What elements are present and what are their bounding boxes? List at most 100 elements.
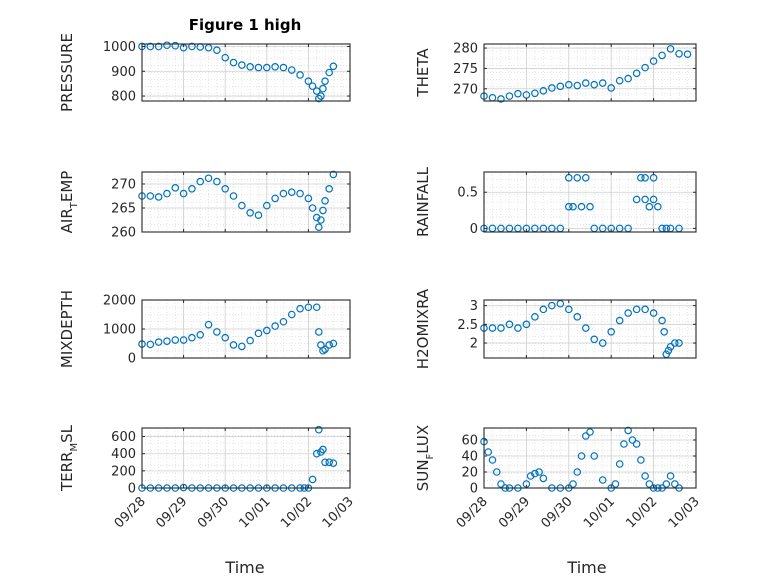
data-point bbox=[497, 95, 505, 103]
data-point bbox=[329, 170, 338, 179]
y-tick-label: 275 bbox=[453, 62, 478, 77]
y-tick-label: 260 bbox=[111, 226, 136, 241]
data-point bbox=[321, 458, 329, 467]
y-tick-label: 0.5 bbox=[457, 186, 478, 201]
y-tick-label: 20 bbox=[461, 466, 478, 481]
data-point bbox=[641, 63, 649, 72]
data-point bbox=[581, 173, 590, 182]
axes-box bbox=[483, 427, 697, 489]
y-axis-label-subscript: F bbox=[425, 453, 436, 459]
data-point bbox=[279, 189, 288, 198]
subplot-2: 270 275 280 THETA bbox=[414, 42, 697, 103]
y-tick-label: 400 bbox=[111, 447, 136, 462]
data-point bbox=[649, 57, 658, 65]
data-point bbox=[620, 440, 628, 448]
data-point bbox=[577, 202, 586, 211]
data-point bbox=[590, 452, 599, 460]
y-tick-label: 0 bbox=[128, 482, 136, 497]
x-axis-label-right: Time bbox=[566, 558, 606, 577]
data-point bbox=[505, 92, 514, 100]
data-point bbox=[590, 80, 599, 89]
data-point bbox=[569, 480, 577, 488]
data-point bbox=[154, 42, 163, 51]
y-axis-label: TERRMSL bbox=[58, 424, 80, 492]
data-point bbox=[262, 201, 271, 210]
y-tick-label: 270 bbox=[453, 82, 478, 97]
data-point bbox=[581, 79, 590, 87]
data-point bbox=[522, 320, 531, 329]
data-point bbox=[321, 197, 329, 205]
x-tick-label: 10/02 bbox=[278, 494, 315, 531]
data-point bbox=[611, 480, 620, 488]
data-point bbox=[308, 204, 317, 212]
data-point bbox=[188, 333, 196, 342]
data-point bbox=[171, 336, 180, 344]
data-point bbox=[163, 41, 171, 50]
x-tick-label: 10/01 bbox=[237, 494, 274, 531]
data-point bbox=[146, 192, 155, 200]
figure-title: Figure 1 high bbox=[189, 16, 302, 34]
data-point bbox=[229, 341, 238, 349]
data-point bbox=[645, 480, 654, 488]
y-axis-label: MIXDEPTH bbox=[58, 290, 76, 368]
data-point bbox=[146, 340, 155, 349]
y-tick-label: 2.5 bbox=[457, 318, 478, 333]
data-point bbox=[221, 185, 230, 193]
data-point bbox=[319, 445, 327, 454]
data-point bbox=[598, 79, 607, 87]
data-point bbox=[229, 58, 238, 67]
subplot-3: 260 265 270 AIRTEMP bbox=[58, 170, 351, 241]
y-tick-label: 270 bbox=[111, 178, 136, 193]
x-tick-label: 10/02 bbox=[623, 494, 660, 531]
subplot-1: 800 900 1000 PRESSURE bbox=[58, 33, 351, 112]
data-point bbox=[539, 87, 548, 95]
data-point bbox=[312, 303, 321, 312]
data-point bbox=[632, 69, 641, 78]
axes-box bbox=[483, 299, 697, 359]
data-point bbox=[577, 452, 586, 460]
data-point bbox=[531, 469, 539, 478]
data-point bbox=[146, 42, 155, 51]
data-point bbox=[246, 63, 254, 71]
data-point bbox=[296, 71, 304, 79]
y-tick-label: 3 bbox=[470, 299, 478, 314]
data-point bbox=[296, 189, 304, 198]
data-point bbox=[314, 328, 323, 336]
data-point bbox=[171, 41, 180, 50]
subplot-5: 0 1000 2000 MIXDEPTH bbox=[58, 290, 351, 368]
axes-box bbox=[141, 171, 351, 233]
data-point bbox=[204, 320, 213, 329]
y-axis-label: SUNFLUX bbox=[414, 425, 436, 491]
data-point bbox=[179, 336, 188, 344]
data-point bbox=[649, 195, 658, 204]
data-point bbox=[312, 87, 321, 95]
data-point bbox=[279, 63, 288, 72]
data-point bbox=[649, 309, 658, 317]
axes-box bbox=[483, 171, 697, 233]
x-tick-label: 09/28 bbox=[112, 494, 149, 531]
y-tick-label: 900 bbox=[111, 65, 136, 80]
data-point bbox=[645, 202, 654, 211]
data-point bbox=[564, 80, 573, 89]
data-point bbox=[526, 472, 535, 480]
data-point bbox=[628, 436, 637, 444]
data-point bbox=[662, 480, 671, 488]
data-point bbox=[556, 82, 565, 91]
data-point bbox=[308, 475, 317, 484]
data-point bbox=[204, 174, 213, 183]
data-point bbox=[304, 303, 313, 312]
data-point bbox=[586, 202, 594, 211]
data-point bbox=[564, 305, 573, 314]
data-point bbox=[641, 472, 649, 480]
data-point bbox=[213, 328, 221, 336]
data-point bbox=[317, 92, 325, 100]
data-point bbox=[607, 328, 616, 336]
x-tick-label: 10/03 bbox=[666, 494, 703, 531]
data-point bbox=[262, 63, 271, 72]
data-point bbox=[514, 324, 522, 332]
plot-area bbox=[142, 44, 350, 101]
axes-box bbox=[141, 43, 351, 102]
data-point bbox=[641, 305, 649, 314]
y-axis-label: PRESSURE bbox=[58, 33, 76, 112]
data-point bbox=[319, 346, 327, 355]
